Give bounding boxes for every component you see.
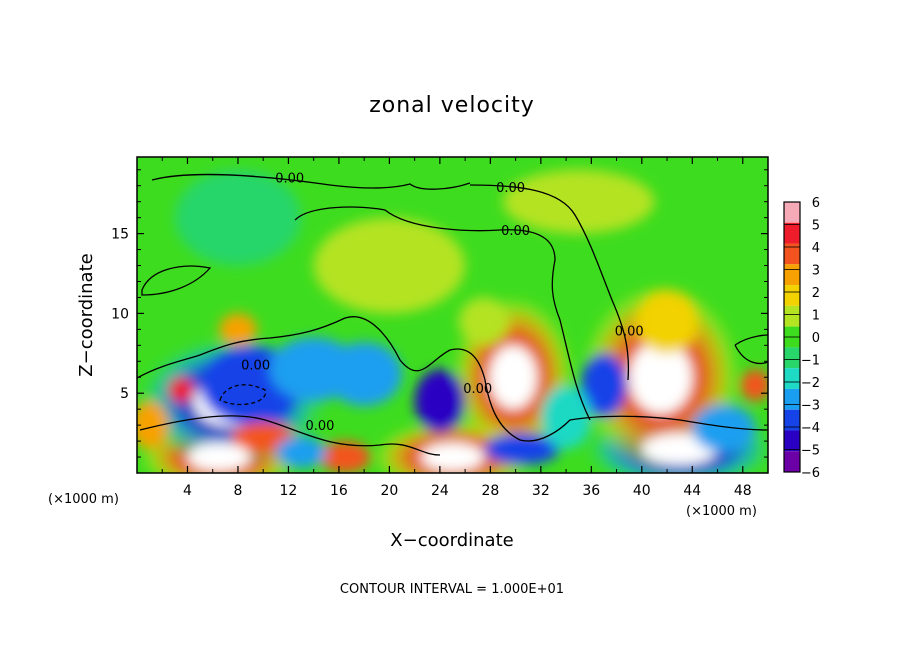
plot-area xyxy=(137,157,768,473)
y-tick-label: 10 xyxy=(111,306,129,322)
chart-title: zonal velocity xyxy=(369,93,535,118)
field-feature xyxy=(187,442,251,472)
zero-contours xyxy=(137,173,768,456)
field-feature xyxy=(484,433,560,466)
colorbar-tick-label: 0 xyxy=(812,331,820,346)
colorbar-tick-label: −6 xyxy=(801,466,820,481)
field-feature xyxy=(581,353,627,418)
field-feature xyxy=(137,401,169,450)
contour-labels: 0.00 0.00 0.00 0.00 0.00 0.00 0.00 xyxy=(241,172,644,434)
colorbar-segment xyxy=(784,368,800,389)
velocity-field xyxy=(137,169,768,473)
colorbar-segment xyxy=(784,243,800,265)
colorbar-segment xyxy=(784,451,800,472)
field-feature xyxy=(502,169,655,234)
plot-frame xyxy=(136,156,769,474)
colorbar-segment xyxy=(784,285,800,306)
y-axis-label: Z−coordinate xyxy=(76,253,97,376)
field-feature xyxy=(168,377,194,403)
colorbar-tick-label: −1 xyxy=(801,354,820,369)
colorbar: 6 5 4 3 2 1 0 −1 −2 −3 −4 −5 −6 xyxy=(783,196,820,481)
y-tick-label: 15 xyxy=(111,227,129,243)
contour-interval-note: CONTOUR INTERVAL = 1.000E+01 xyxy=(340,582,564,597)
colorbar-tick-label: −2 xyxy=(801,376,820,391)
contour-line xyxy=(469,184,630,381)
contour-line xyxy=(139,415,441,456)
x-tick-label: 28 xyxy=(481,483,499,499)
colorbar-tick-label: 2 xyxy=(812,286,820,301)
contour-line xyxy=(137,316,768,442)
contour-label: 0.00 xyxy=(275,172,304,187)
colorbar-tick-label: −3 xyxy=(801,399,820,414)
x-unit-left: (×1000 m) xyxy=(48,492,119,507)
x-tick-label: 44 xyxy=(683,483,701,499)
colorbar-segment xyxy=(784,264,800,286)
field-feature xyxy=(489,345,538,410)
colorbar-tick-label: 3 xyxy=(812,264,820,279)
contour-label: 0.00 xyxy=(501,224,530,239)
field-feature xyxy=(414,369,466,434)
colorbar-segment xyxy=(784,388,800,410)
colorbar-tick-label: −5 xyxy=(801,444,820,459)
field-feature xyxy=(540,385,592,450)
contour-label: 0.00 xyxy=(615,325,644,340)
contour-line xyxy=(219,384,267,406)
x-tick-label: 24 xyxy=(431,483,449,499)
colorbar-segment xyxy=(784,202,800,223)
field-feature xyxy=(219,313,257,346)
field-feature xyxy=(635,289,699,354)
field-feature xyxy=(458,297,510,346)
field-feature xyxy=(629,340,693,414)
field-feature xyxy=(319,441,371,473)
contour-label: 0.00 xyxy=(241,358,270,373)
x-tick-label: 20 xyxy=(380,483,398,499)
colorbar-segment xyxy=(784,347,800,369)
colorbar-segment xyxy=(784,430,800,452)
x-axis: 4 8 12 16 20 24 28 32 36 40 44 48 xyxy=(161,157,752,499)
colorbar-tick-label: 4 xyxy=(812,241,820,256)
contour-label: 0.00 xyxy=(496,181,525,196)
colorbar-segment xyxy=(784,409,800,431)
x-tick-label: 8 xyxy=(233,483,242,499)
x-tick-label: 36 xyxy=(582,483,600,499)
colorbar-tick-label: 5 xyxy=(812,219,820,234)
x-unit-right: (×1000 m) xyxy=(686,504,757,519)
colorbar-segment xyxy=(784,305,800,327)
field-feature xyxy=(174,169,302,266)
y-tick-label: 5 xyxy=(120,386,129,402)
field-feature xyxy=(420,442,485,472)
field-feature xyxy=(692,404,756,453)
x-tick-label: 16 xyxy=(330,483,348,499)
contour-line xyxy=(141,265,212,296)
colorbar-tick-label: 1 xyxy=(812,309,820,324)
field-feature xyxy=(275,436,327,469)
contour-line xyxy=(151,173,471,190)
colorbar-tick-label: 6 xyxy=(812,196,820,211)
field-feature xyxy=(740,369,768,402)
x-tick-label: 4 xyxy=(183,483,192,499)
x-tick-label: 40 xyxy=(633,483,651,499)
contour-label: 0.00 xyxy=(306,419,335,434)
x-tick-label: 48 xyxy=(734,483,752,499)
y-axis: 5 10 15 xyxy=(111,169,768,458)
x-axis-label: X−coordinate xyxy=(390,530,513,551)
x-tick-label: 32 xyxy=(532,483,550,499)
contour-label: 0.00 xyxy=(463,382,492,397)
field-feature xyxy=(326,342,403,406)
x-tick-label: 12 xyxy=(280,483,298,499)
field-feature xyxy=(313,217,466,314)
contour-line xyxy=(294,206,591,421)
colorbar-tick-label: −4 xyxy=(801,421,820,436)
colorbar-segment xyxy=(784,222,800,244)
